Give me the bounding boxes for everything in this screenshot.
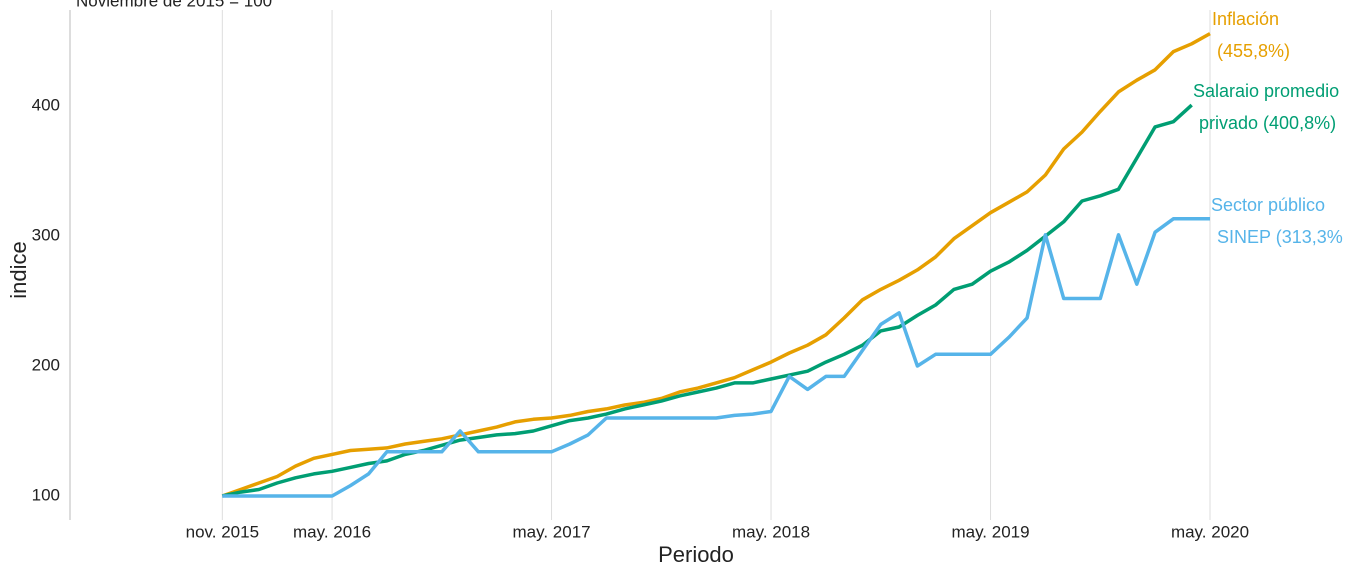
series-line	[222, 217, 1210, 498]
y-axis-label: indice	[6, 241, 31, 298]
series-label: SINEP (313,3%	[1217, 227, 1343, 247]
series-line	[221, 103, 1193, 498]
y-tick-label: 100	[32, 485, 60, 504]
x-tick-label: may. 2016	[293, 522, 371, 541]
series-label: Salaraio promedio	[1193, 81, 1339, 101]
x-axis-label: Periodo	[658, 542, 734, 567]
x-tick-label: may. 2019	[951, 522, 1029, 541]
x-tick-label: may. 2018	[732, 522, 810, 541]
series-label: privado (400,8%)	[1199, 113, 1336, 133]
series-label: Inflación	[1212, 9, 1279, 29]
x-tick-label: nov. 2015	[186, 522, 259, 541]
series-label: (455,8%)	[1217, 41, 1290, 61]
x-tick-label: may. 2020	[1171, 522, 1249, 541]
chart-subtitle: Noviembre de 2015 = 100	[76, 0, 272, 10]
series-line	[221, 32, 1211, 498]
y-tick-label: 400	[32, 96, 60, 115]
x-tick-label: may. 2017	[512, 522, 590, 541]
y-tick-label: 300	[32, 226, 60, 245]
y-tick-label: 200	[32, 356, 60, 375]
series-label: Sector público	[1211, 195, 1325, 215]
